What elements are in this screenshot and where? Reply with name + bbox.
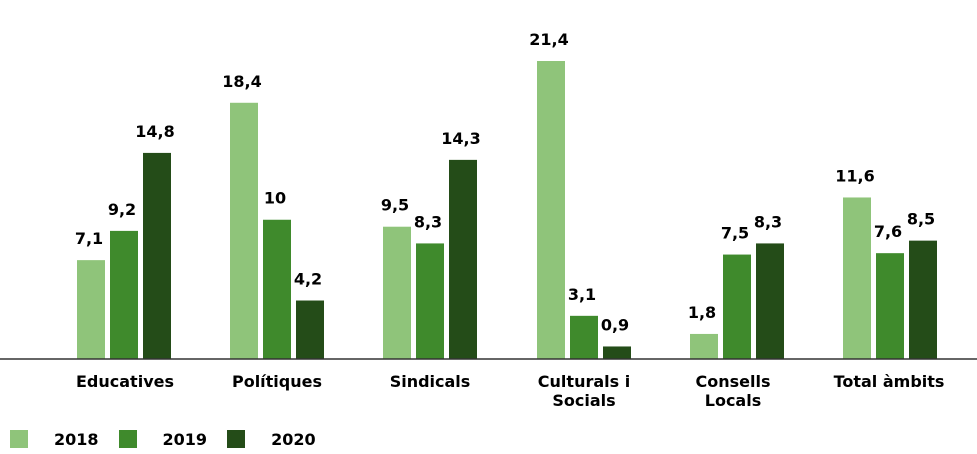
data-label-2020-4: 8,3 — [754, 212, 782, 231]
bar-2018-5 — [843, 197, 871, 359]
data-label-2018-0: 7,1 — [75, 229, 103, 248]
legend-swatch-2020 — [227, 430, 246, 448]
bar-2018-1 — [230, 102, 258, 360]
x-tick-label-3-1: Socials — [552, 391, 615, 410]
bar-2020-3 — [603, 346, 631, 359]
data-label-2019-5: 7,6 — [874, 222, 902, 241]
x-tick-label-1-0: Polítiques — [232, 372, 322, 391]
legend-swatch-2018 — [10, 430, 28, 448]
x-tick-label-4-0: Consells — [696, 372, 771, 391]
bar-2019-3 — [570, 315, 598, 359]
bar-2018-3 — [537, 61, 565, 359]
data-label-2019-3: 3,1 — [568, 285, 596, 304]
data-label-2018-2: 9,5 — [381, 196, 409, 215]
legend-swatch-2019 — [118, 430, 137, 448]
data-label-2020-5: 8,5 — [907, 210, 935, 229]
bar-2018-4 — [690, 333, 718, 359]
legend: 2018 2019 2020 — [10, 428, 336, 450]
legend-label-2019: 2019 — [162, 429, 208, 449]
data-label-2019-4: 7,5 — [721, 224, 749, 243]
data-label-2019-2: 8,3 — [414, 212, 442, 231]
legend-item-2018: 2018 — [10, 430, 99, 449]
x-tick-label-5-0: Total àmbits — [834, 372, 945, 391]
bar-2020-5 — [909, 240, 937, 359]
legend-label-2020: 2020 — [271, 429, 316, 449]
data-label-2018-3: 21,4 — [529, 30, 568, 49]
data-label-2019-1: 10 — [264, 189, 286, 208]
data-label-2020-1: 4,2 — [294, 270, 322, 289]
bar-2019-4 — [723, 254, 751, 359]
x-tick-label-4-1: Locals — [705, 391, 761, 410]
data-label-2020-0: 14,8 — [135, 122, 174, 141]
x-tick-label-0-0: Educatives — [76, 372, 174, 391]
data-label-2018-5: 11,6 — [835, 166, 874, 185]
legend-item-2019: 2019 — [118, 429, 208, 449]
bar-2019-2 — [416, 243, 444, 359]
data-label-2018-1: 18,4 — [222, 72, 261, 91]
bar-2020-1 — [296, 300, 324, 359]
x-tick-label-3-0: Culturals i — [538, 372, 630, 391]
data-label-2020-3: 0,9 — [601, 315, 629, 334]
x-tick-label-2-0: Sindicals — [390, 372, 471, 391]
bar-2020-0 — [143, 152, 171, 359]
legend-item-2020: 2020 — [227, 430, 316, 449]
bar-2018-0 — [77, 260, 105, 359]
bar-2019-0 — [110, 230, 138, 359]
bar-2020-2 — [449, 159, 477, 359]
data-label-2020-2: 14,3 — [441, 129, 480, 148]
bar-2019-5 — [876, 253, 904, 359]
bar-2019-1 — [263, 219, 291, 359]
bar-2018-2 — [383, 226, 411, 359]
legend-label-2018: 2018 — [54, 429, 99, 449]
data-label-2019-0: 9,2 — [108, 200, 136, 219]
data-label-2018-4: 1,8 — [688, 303, 716, 322]
bar-2020-4 — [756, 243, 784, 359]
